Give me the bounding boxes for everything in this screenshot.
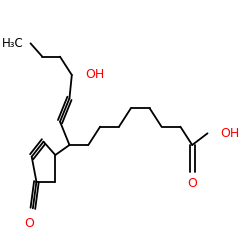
Text: OH: OH	[220, 127, 240, 140]
Text: OH: OH	[85, 68, 104, 82]
Text: O: O	[24, 217, 34, 230]
Text: H₃C: H₃C	[2, 37, 24, 50]
Text: O: O	[187, 177, 197, 190]
